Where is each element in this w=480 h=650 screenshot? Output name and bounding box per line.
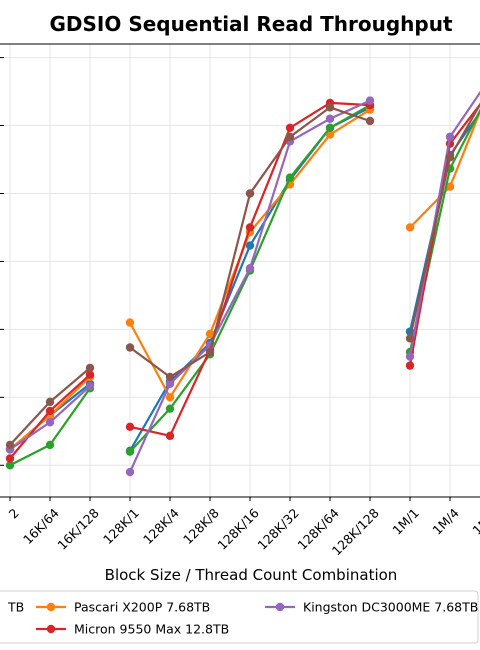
series-3	[5, 100, 480, 470]
data-point	[285, 132, 295, 142]
data-point	[285, 123, 295, 133]
data-point	[85, 381, 95, 391]
x-axis-label: Block Size / Thread Count Combination	[105, 566, 398, 584]
legend-frame	[0, 590, 479, 644]
data-point	[165, 379, 175, 388]
x-tick-label: 16K/128	[54, 505, 102, 553]
legend-entry: TB	[7, 600, 24, 615]
x-tick-label: 128K/16	[214, 505, 262, 553]
chart-title: GDSIO Sequential Read Throughput	[49, 12, 452, 36]
data-point	[165, 404, 175, 413]
plot-frame	[0, 43, 480, 501]
data-point	[405, 352, 415, 361]
x-tick-label: 1M/4	[429, 505, 461, 537]
data-point	[165, 393, 175, 402]
legend-label: Pascari X200P 7.68TB	[74, 600, 210, 615]
x-tick-label: 1M/8	[469, 505, 480, 537]
legend-label: TB	[7, 600, 24, 615]
data-point	[205, 329, 215, 339]
data-point	[365, 96, 375, 105]
data-point	[325, 103, 335, 112]
legend-entry: Micron 9550 Max 12.8TB	[36, 622, 229, 637]
data-point	[165, 372, 175, 382]
x-tick-label: 128K/1	[100, 505, 142, 547]
series-1	[5, 103, 480, 455]
data-point	[445, 132, 455, 142]
data-point	[125, 318, 135, 327]
data-point	[245, 223, 255, 232]
x-tick-label: 128K/4	[140, 505, 182, 547]
series-5	[5, 90, 480, 477]
data-point	[325, 123, 335, 133]
legend-swatch-marker	[46, 624, 56, 634]
data-point	[5, 461, 15, 470]
data-point	[245, 264, 255, 273]
data-point	[285, 173, 295, 182]
data-point	[5, 454, 15, 463]
series-layer	[5, 90, 480, 477]
legend-entry: Pascari X200P 7.68TB	[36, 600, 210, 615]
data-point	[405, 223, 415, 232]
data-point	[85, 363, 95, 373]
data-point	[405, 361, 415, 370]
data-point	[205, 347, 215, 357]
data-point	[405, 334, 415, 343]
data-point	[45, 440, 55, 450]
data-point	[365, 116, 375, 126]
legend-label: Micron 9550 Max 12.8TB	[74, 622, 229, 637]
legend: TB Pascari X200P 7.68TB Micron 9550 Max 12…	[0, 590, 479, 644]
data-point	[125, 422, 135, 431]
data-point	[85, 370, 95, 379]
data-point	[245, 241, 255, 250]
data-point	[45, 406, 55, 416]
data-point	[125, 447, 135, 456]
legend-swatch-marker	[46, 602, 56, 612]
data-point	[125, 467, 135, 477]
data-point	[45, 418, 55, 427]
data-point	[125, 343, 135, 352]
data-point	[445, 182, 455, 191]
data-point	[445, 153, 455, 162]
x-tick-labels: 216K/6416K/128128K/1128K/4128K/8128K/161…	[6, 505, 480, 558]
x-tick-label: 128K/32	[254, 505, 302, 553]
legend-swatch-marker	[275, 602, 285, 612]
legend-label: Kingston DC3000ME 7.68TB	[303, 600, 478, 615]
data-point	[45, 397, 55, 407]
series-6	[5, 102, 480, 450]
data-point	[245, 189, 255, 198]
data-point	[165, 431, 175, 441]
x-tick-label: 2	[6, 505, 22, 521]
x-tick-label: 1M/1	[389, 505, 421, 537]
data-point	[325, 114, 335, 123]
data-point	[325, 130, 335, 139]
data-point	[5, 440, 15, 450]
legend-entry: Kingston DC3000ME 7.68TB	[265, 600, 478, 615]
